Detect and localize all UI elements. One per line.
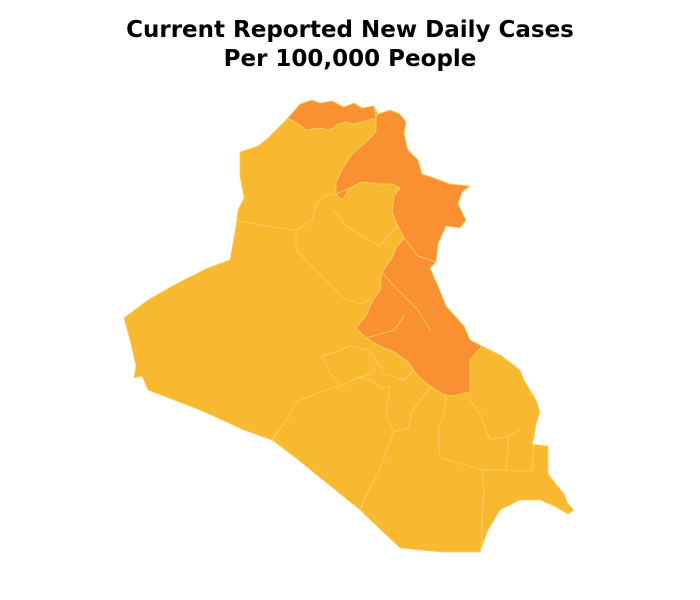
border-basra-east — [505, 443, 535, 473]
border-muthanna-basra — [479, 469, 485, 553]
border-wasit-qadisiyah — [393, 383, 435, 433]
border-anbar-najaf — [271, 385, 341, 441]
border-ninawa-west — [295, 193, 337, 231]
border-dhiqar — [439, 436, 509, 471]
region-diyala — [355, 237, 483, 397]
border-high-south — [365, 315, 405, 339]
border-najaf-qadisiyah — [359, 385, 395, 511]
border-ninawa-salahaldin — [235, 219, 373, 305]
border-kirkuk — [333, 209, 401, 247]
map-title-line-2: Per 100,000 People — [223, 46, 477, 72]
border-karbala — [355, 377, 391, 389]
border-maysan — [469, 399, 521, 441]
map-title-line-1: Current Reported New Daily Cases — [126, 17, 574, 43]
map-title: Current Reported New Daily Cases Per 100… — [0, 16, 700, 74]
border-high-central — [381, 271, 431, 331]
border-high-north — [335, 181, 363, 195]
border-anbar-baghdad — [321, 345, 379, 387]
